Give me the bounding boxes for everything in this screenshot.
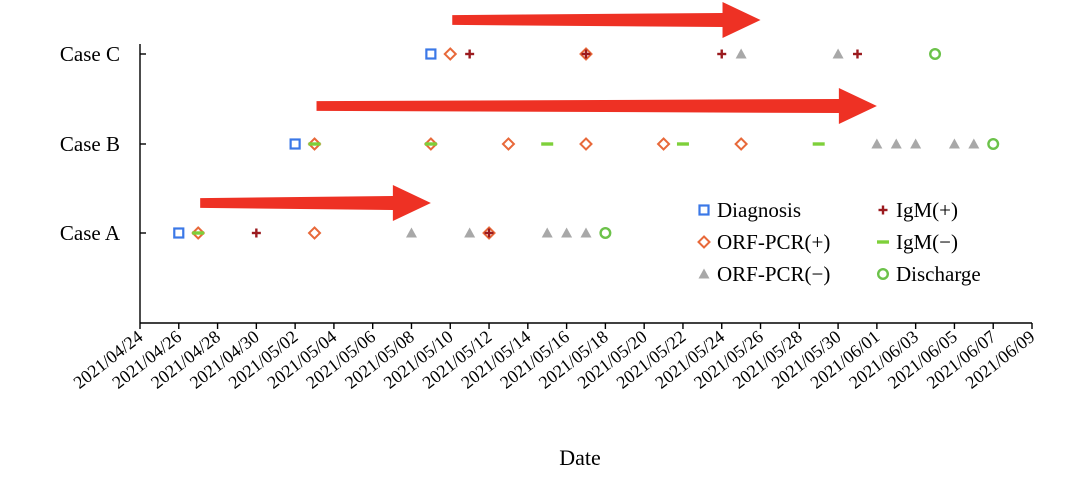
marker-igm-case-c xyxy=(581,49,591,59)
y-tick-label-case-b: Case B xyxy=(60,132,120,156)
marker-orf-pcr-case-c xyxy=(832,48,844,59)
legend-marker-igm xyxy=(878,205,888,215)
marker-orf-pcr-case-b xyxy=(871,138,883,149)
marker-discharge-case-c xyxy=(929,48,942,61)
legend-marker-discharge xyxy=(877,268,890,281)
marker-orf-pcr-case-a xyxy=(405,227,417,238)
marker-orf-pcr-case-b xyxy=(501,137,516,151)
arrow-layer xyxy=(200,2,877,221)
arrow-case-a xyxy=(200,185,431,221)
marker-discharge-case-a xyxy=(599,226,612,239)
marker-diagnosis-case-c xyxy=(425,48,437,60)
marker-diagnosis-case-b xyxy=(289,138,301,150)
marker-igm-case-c xyxy=(717,49,727,59)
marker-igm-case-c xyxy=(465,49,475,59)
marker-orf-pcr-case-b xyxy=(910,138,922,149)
marker-orf-pcr-case-c xyxy=(443,47,458,61)
y-tick-label-case-a: Case A xyxy=(60,221,121,245)
legend-label-diagnosis: Diagnosis xyxy=(717,198,801,222)
legend: Diagnosis ORF-PCR(+) ORF-PCR(−) IgM(+) IgM(−… xyxy=(697,198,981,286)
legend-label-discharge: Discharge xyxy=(896,262,981,286)
legend-label-igm: IgM(+) xyxy=(896,198,958,222)
marker-igm-case-a xyxy=(251,228,261,238)
legend-marker-diagnosis xyxy=(698,204,710,216)
arrow-case-c xyxy=(452,2,761,38)
legend-marker-orf-pcr xyxy=(697,235,711,249)
y-tick-label-case-c: Case C xyxy=(60,42,120,66)
markers-layer xyxy=(173,47,1000,240)
marker-orf-pcr-case-b xyxy=(968,138,980,149)
marker-orf-pcr-case-c xyxy=(735,48,747,59)
marker-orf-pcr-case-a xyxy=(561,227,573,238)
marker-diagnosis-case-a xyxy=(173,227,185,239)
marker-orf-pcr-case-b xyxy=(579,137,593,151)
legend-label-orf-pcr: ORF-PCR(−) xyxy=(717,262,830,286)
legend-label-orf-pcr: ORF-PCR(+) xyxy=(717,230,830,254)
legend-marker-orf-pcr xyxy=(698,268,710,279)
marker-orf-pcr-case-b xyxy=(948,138,960,149)
arrow-case-b xyxy=(316,88,877,124)
marker-orf-pcr-case-a xyxy=(307,226,322,240)
marker-discharge-case-b xyxy=(987,137,1000,150)
marker-orf-pcr-case-a xyxy=(580,227,592,238)
marker-orf-pcr-case-a xyxy=(541,227,553,238)
marker-orf-pcr-case-b xyxy=(734,137,749,151)
x-axis-title: Date xyxy=(559,445,601,470)
marker-igm-case-c xyxy=(852,49,862,59)
marker-igm-case-a xyxy=(484,228,494,238)
legend-label-igm: IgM(−) xyxy=(896,230,958,254)
marker-orf-pcr-case-a xyxy=(464,227,476,238)
marker-orf-pcr-case-b xyxy=(656,137,671,151)
marker-orf-pcr-case-b xyxy=(890,138,902,149)
